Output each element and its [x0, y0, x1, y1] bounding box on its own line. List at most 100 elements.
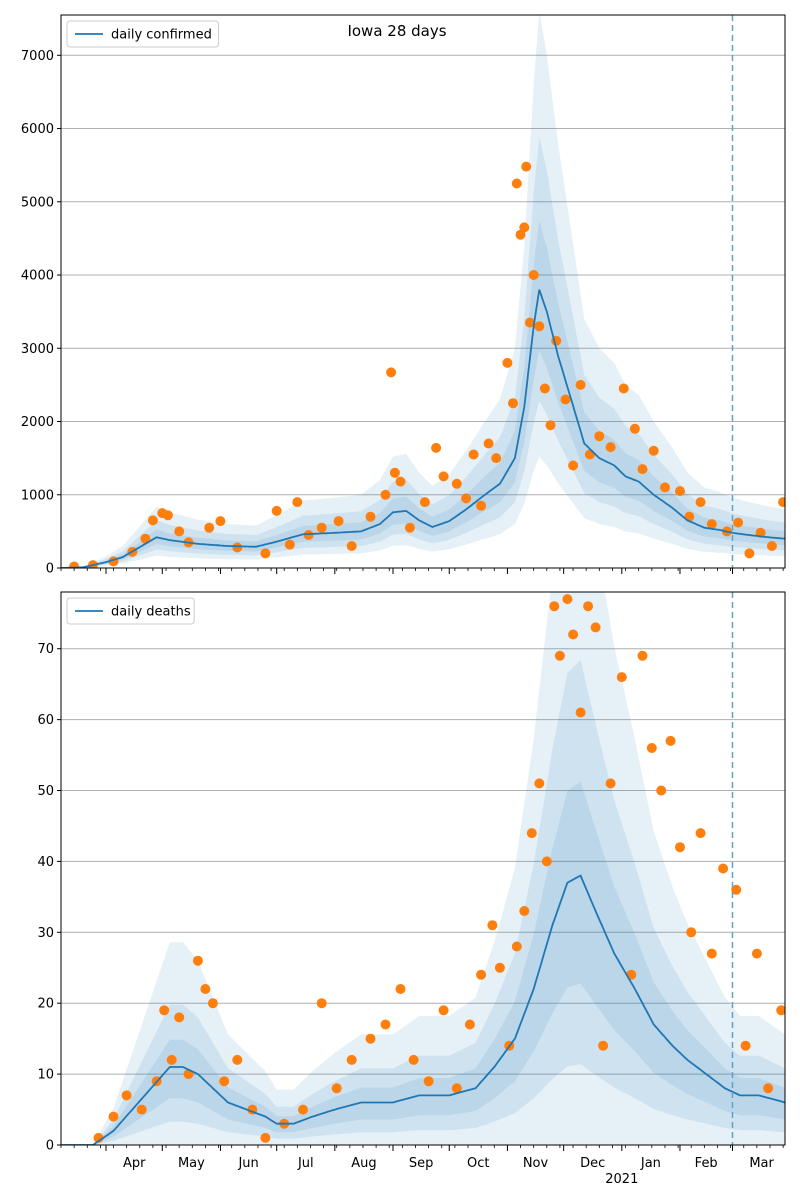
observed-point: [695, 497, 706, 508]
x-tick-label: Apr: [123, 1156, 146, 1171]
observed-point: [733, 517, 744, 528]
observed-point: [395, 476, 406, 487]
deaths-median-line: [61, 874, 785, 1145]
observed-point: [69, 561, 80, 568]
deaths-legend: daily deaths: [66, 597, 195, 625]
y-tick-label: 0: [46, 1139, 54, 1154]
observed-point: [605, 778, 616, 789]
observed-point: [476, 969, 487, 980]
x-tick-label: Dec: [580, 1156, 605, 1171]
observed-point: [147, 515, 158, 526]
observed-point: [260, 1132, 271, 1143]
observed-point: [744, 548, 755, 559]
x-year-label: 2021: [605, 1172, 638, 1187]
observed-point: [408, 1054, 419, 1065]
observed-point: [549, 601, 560, 612]
observed-point: [541, 856, 552, 867]
observed-point: [316, 998, 327, 1009]
observed-point: [718, 863, 729, 874]
observed-point: [618, 383, 629, 394]
observed-point: [526, 828, 537, 839]
deaths-panel: 0 10 20 30 40 50 60 70 Apr May Jun Jul Aug Sep Oct Nov D…: [37, 591, 786, 1187]
observed-point: [207, 998, 218, 1009]
y-tick-label: 7000: [21, 49, 54, 64]
observed-point: [365, 1033, 376, 1044]
y-tick-label: 20: [37, 997, 54, 1012]
observed-point: [333, 516, 344, 527]
observed-point: [646, 743, 657, 753]
observed-point: [166, 1054, 177, 1065]
observed-point: [451, 1083, 462, 1094]
confidence-band-inner: [61, 220, 785, 568]
observed-point: [468, 449, 479, 460]
confidence-band-mid: [61, 660, 785, 1145]
legend-label: daily deaths: [111, 605, 191, 620]
observed-point: [528, 270, 539, 280]
observed-point: [159, 1005, 170, 1016]
observed-point: [331, 1083, 342, 1094]
observed-point: [511, 178, 522, 189]
observed-point: [451, 478, 462, 489]
observed-point: [491, 453, 502, 464]
observed-point: [219, 1076, 230, 1087]
observed-point: [292, 497, 303, 508]
legend-box: [66, 20, 219, 48]
observed-point: [494, 962, 505, 973]
observed-point: [395, 984, 406, 994]
confidence-band-outer: [61, 592, 785, 1145]
observed-point: [675, 486, 685, 497]
y-tick-label: 0: [46, 562, 54, 577]
chart-title: Iowa 28 days: [347, 22, 446, 40]
observed-point: [174, 1012, 185, 1023]
confidence-band-outer: [61, 15, 785, 568]
observed-point: [675, 842, 685, 853]
y-tick-label: 3000: [21, 342, 54, 357]
observed-point: [303, 530, 314, 540]
legend-box: [66, 597, 195, 625]
observed-point: [260, 548, 271, 559]
y-tick-label: 4000: [21, 269, 54, 284]
observed-point: [431, 442, 442, 453]
observed-point: [562, 594, 573, 605]
observed-point: [656, 785, 667, 796]
observed-point: [346, 1054, 357, 1065]
observed-point: [695, 828, 706, 839]
observed-point: [419, 497, 430, 508]
observed-point: [511, 941, 522, 952]
observed-point: [232, 542, 243, 553]
observed-point: [605, 442, 616, 453]
y-tick-label: 70: [37, 642, 54, 657]
observed-point: [763, 1083, 774, 1094]
observed-point: [629, 423, 640, 434]
observed-point: [594, 431, 605, 442]
observed-point: [200, 984, 211, 994]
y-tick-label: 40: [37, 855, 54, 870]
deaths-axes-frame: [60, 591, 786, 1146]
observed-point: [568, 460, 579, 471]
observed-point: [192, 955, 203, 966]
observed-point: [706, 948, 717, 959]
observed-point: [204, 522, 215, 533]
observed-point: [534, 778, 545, 789]
observed-point: [174, 526, 185, 537]
observed-point: [438, 1005, 449, 1016]
observed-point: [136, 1104, 147, 1115]
observed-point: [554, 650, 565, 661]
observed-point: [575, 707, 586, 718]
observed-point: [665, 735, 676, 746]
observed-point: [380, 1019, 391, 1030]
observed-point: [778, 497, 785, 508]
observed-point: [423, 1076, 434, 1087]
y-tick-label: 6000: [21, 122, 54, 137]
observed-point: [584, 449, 595, 460]
y-tick-label: 50: [37, 784, 54, 799]
observed-point: [751, 948, 762, 959]
x-tick-label: Jul: [297, 1156, 314, 1171]
observed-point: [346, 541, 357, 551]
confirmed-panel: 0 1000 2000 3000 4000 5000 6000 7000 daily confi…: [21, 14, 786, 577]
y-tick-label: 60: [37, 713, 54, 728]
observed-point: [121, 1090, 132, 1101]
y-tick-label: 1000: [21, 488, 54, 503]
observed-point: [539, 383, 550, 394]
observed-point: [298, 1104, 308, 1115]
